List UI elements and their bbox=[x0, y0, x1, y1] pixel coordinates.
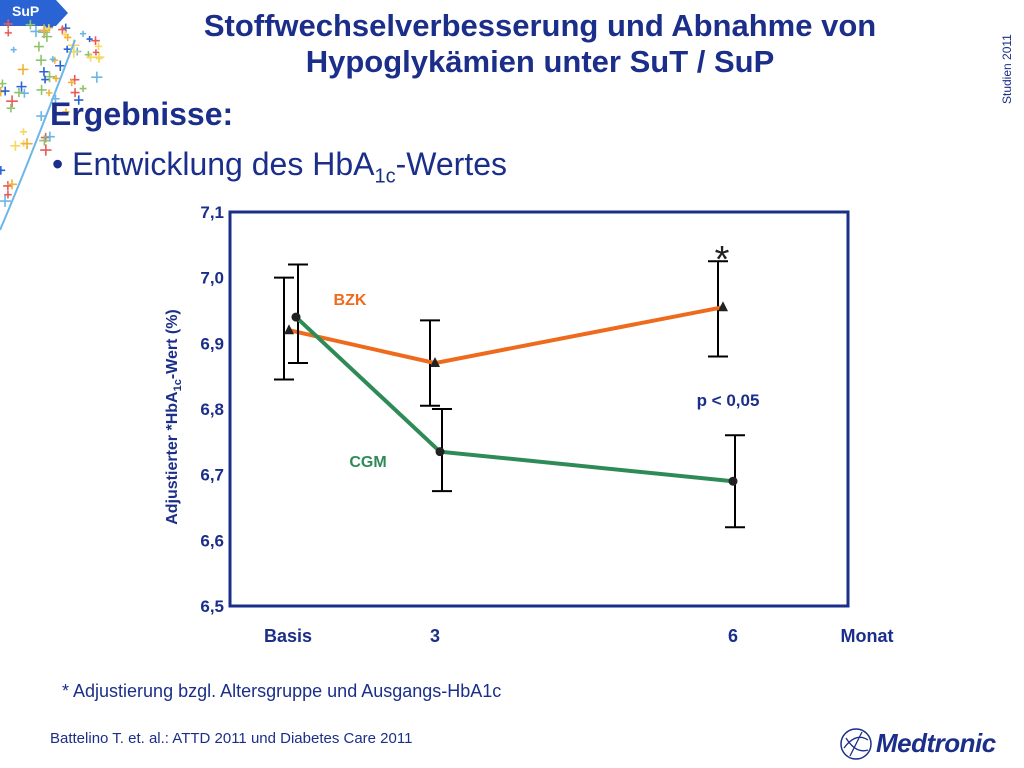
star-icon bbox=[25, 19, 36, 30]
star-icon bbox=[62, 108, 70, 116]
star-icon bbox=[79, 85, 87, 93]
star-icon bbox=[44, 24, 53, 33]
star-icon bbox=[6, 95, 18, 108]
star-icon bbox=[35, 54, 47, 66]
star-icon bbox=[41, 75, 49, 84]
star-icon bbox=[55, 60, 66, 72]
bullet-text: • Entwicklung des HbA1c-Wertes bbox=[52, 146, 507, 188]
x-tick-label: 3 bbox=[430, 626, 440, 646]
star-icon bbox=[14, 87, 24, 98]
star-icon bbox=[38, 24, 50, 37]
star-icon bbox=[3, 19, 13, 29]
medtronic-logo: Medtronic bbox=[876, 728, 996, 758]
series-line bbox=[288, 305, 724, 366]
star-icon bbox=[10, 140, 21, 151]
star-icon bbox=[39, 135, 50, 146]
sup-tag: SuP bbox=[12, 3, 40, 19]
star-icon bbox=[40, 144, 52, 156]
star-icon bbox=[41, 31, 53, 43]
star-icon bbox=[0, 79, 7, 88]
star-icon bbox=[44, 131, 55, 142]
section-heading: Ergebnisse: bbox=[50, 96, 234, 132]
y-tick-label: 6,8 bbox=[200, 400, 224, 419]
bullet-suffix: -Wertes bbox=[395, 146, 508, 182]
star-icon bbox=[64, 33, 72, 42]
data-point bbox=[435, 447, 445, 457]
source-citation: Battelino T. et. al.: ATTD 2011 und Diab… bbox=[50, 730, 413, 747]
side-label: Studien 2011 bbox=[1000, 34, 1014, 104]
star-icon bbox=[17, 64, 29, 75]
star-icon bbox=[44, 71, 56, 83]
data-point bbox=[718, 301, 728, 312]
star-icon bbox=[92, 49, 100, 56]
star-icon bbox=[91, 71, 103, 83]
star-icon bbox=[0, 195, 11, 208]
star-icon bbox=[30, 25, 42, 38]
star-icon bbox=[58, 25, 67, 34]
star-icon bbox=[36, 111, 47, 122]
star-icon bbox=[4, 29, 12, 37]
data-point bbox=[284, 324, 294, 335]
sup-tag-shape bbox=[0, 0, 68, 26]
star-icon bbox=[39, 67, 49, 77]
star-icon bbox=[94, 42, 103, 51]
star-icon bbox=[0, 165, 6, 175]
x-tick-label: 6 bbox=[728, 626, 738, 646]
footnote: * Adjustierung bzgl. Altersgruppe und Au… bbox=[62, 681, 502, 701]
significance-star: * bbox=[715, 239, 730, 281]
star-icon bbox=[4, 190, 12, 199]
decorative-curve bbox=[0, 39, 76, 231]
y-tick-label: 6,6 bbox=[200, 531, 224, 550]
star-icon bbox=[79, 30, 87, 37]
star-icon bbox=[45, 89, 53, 97]
star-icon bbox=[86, 53, 95, 62]
star-icon bbox=[7, 179, 18, 190]
star-icon bbox=[70, 88, 80, 98]
page-title: Stoffwechselverbesserung und Abnahme von… bbox=[100, 8, 980, 80]
decorative-star-pattern bbox=[0, 19, 105, 231]
y-tick-label: 7,1 bbox=[200, 203, 224, 222]
star-icon bbox=[52, 74, 60, 82]
y-tick-label: 7,0 bbox=[200, 269, 224, 288]
star-icon bbox=[67, 78, 76, 87]
x-tick-label: Basis bbox=[264, 626, 312, 646]
star-icon bbox=[63, 45, 71, 53]
star-icon bbox=[10, 46, 17, 53]
star-icon bbox=[33, 41, 44, 52]
star-icon bbox=[74, 95, 84, 105]
data-point bbox=[430, 357, 440, 368]
star-icon bbox=[21, 138, 33, 150]
y-tick-label: 6,9 bbox=[200, 334, 224, 353]
title-line-2: Hypoglykämien unter SuT / SuP bbox=[305, 44, 775, 79]
title-line-1: Stoffwechselverbesserung und Abnahme von bbox=[203, 8, 877, 43]
star-icon bbox=[0, 86, 10, 96]
star-icon bbox=[3, 181, 13, 191]
y-tick-label: 6,5 bbox=[200, 597, 224, 616]
star-icon bbox=[95, 55, 103, 63]
star-icon bbox=[36, 84, 47, 96]
data-point bbox=[291, 312, 301, 322]
medtronic-logo-icon bbox=[840, 728, 872, 760]
star-icon bbox=[20, 128, 27, 136]
series-label: CGM bbox=[349, 454, 386, 471]
y-axis-label: Adjustierter *HbA1c-Wert (%) bbox=[164, 309, 184, 525]
hba1c-chart: 7,1 7,0 6,9 6,8 6,7 6,6 6,5 Adjustierter *HbA1c… bbox=[164, 203, 894, 646]
star-icon bbox=[16, 81, 27, 92]
bullet-subscript: 1c bbox=[374, 165, 396, 188]
star-icon bbox=[91, 36, 100, 45]
x-axis-label: Monat bbox=[841, 626, 894, 646]
p-value-label: p < 0,05 bbox=[697, 391, 760, 410]
star-icon bbox=[49, 56, 56, 63]
bullet-prefix: • Entwicklung des HbA bbox=[52, 146, 375, 182]
y-tick-label: 6,7 bbox=[200, 466, 224, 485]
star-icon bbox=[86, 35, 93, 43]
series-label: BZK bbox=[334, 292, 367, 309]
star-icon bbox=[6, 103, 16, 113]
data-point bbox=[728, 476, 738, 486]
